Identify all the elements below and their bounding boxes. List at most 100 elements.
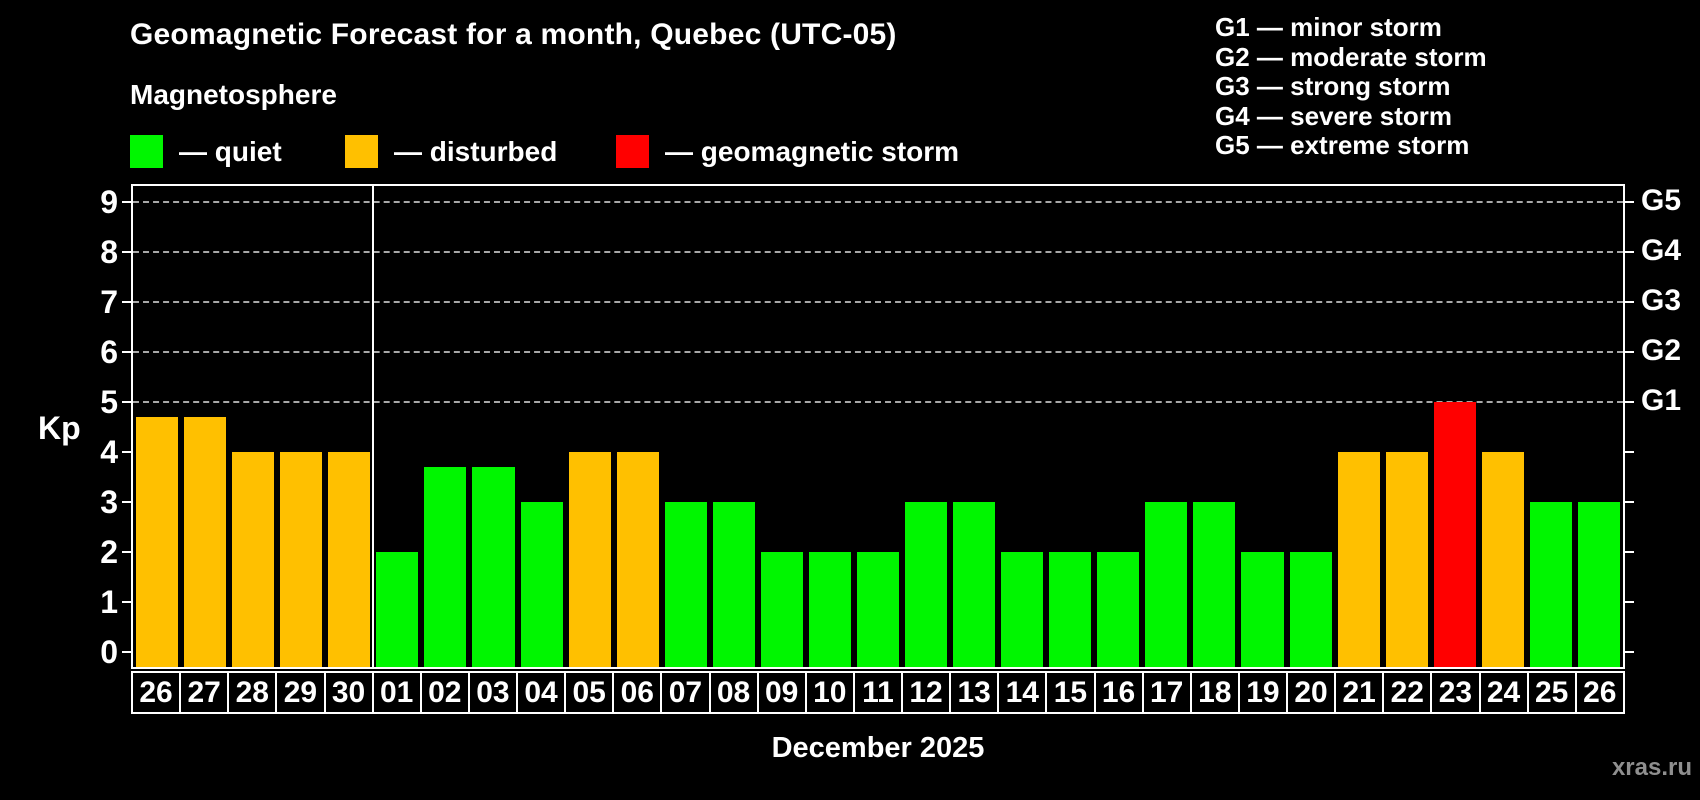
- day-label-cell: 09: [756, 671, 807, 714]
- left-axis-tick-5: [122, 401, 131, 403]
- kp-bar-day-05: [568, 452, 611, 667]
- storm-color-swatch: [616, 135, 649, 168]
- right-axis-tick-8: [1625, 251, 1634, 253]
- y-axis-tick-label-4: 4: [100, 434, 118, 470]
- legend-label-storm: — geomagnetic storm: [665, 135, 960, 167]
- y-axis-tick-label-6: 6: [100, 334, 118, 370]
- day-label-cell: 30: [323, 671, 374, 714]
- x-axis-day-row: 26 27 28 29 30 01 02 03 04 05 06 07 08 09 10 11 12 13 14 15…: [131, 671, 1625, 714]
- kp-bar-day-28: [232, 452, 275, 667]
- kp-bar-day-13: [953, 502, 996, 667]
- quiet-color-swatch: [130, 135, 163, 168]
- y-axis-tick-label-3: 3: [100, 484, 118, 520]
- right-axis-tick-0: [1625, 651, 1634, 653]
- g-scale-line-g2: G2 — moderate storm: [1215, 41, 1487, 72]
- legend-label-disturbed: — disturbed: [394, 135, 558, 167]
- day-label-cell: 08: [708, 671, 759, 714]
- right-axis-tick-5: [1625, 401, 1634, 403]
- right-axis-label-g2: G2: [1641, 334, 1682, 367]
- left-axis-tick-1: [122, 601, 131, 603]
- kp-bar-day-16: [1097, 552, 1140, 667]
- day-label-cell: 22: [1382, 671, 1433, 714]
- kp-bar-day-15: [1049, 552, 1092, 667]
- day-label-cell: 06: [612, 671, 663, 714]
- y-axis-tick-label-0: 0: [100, 634, 118, 670]
- kp-bar-day-09: [760, 552, 803, 667]
- kp-bar-day-17: [1145, 502, 1188, 667]
- watermark: xras.ru: [1611, 754, 1692, 781]
- day-label-cell: 23: [1430, 671, 1481, 714]
- y-axis-tick-label-9: 9: [100, 184, 118, 220]
- left-axis-tick-6: [122, 351, 131, 353]
- kp-bar-day-27: [184, 417, 227, 667]
- y-axis-title: Kp: [38, 410, 81, 446]
- kp-bar-day-18: [1193, 502, 1236, 667]
- day-label-cell: 11: [852, 671, 903, 714]
- g-scale-legend: G1 — minor storm G2 — moderate storm G3 …: [1215, 12, 1487, 161]
- right-axis-label-g1: G1: [1641, 384, 1682, 417]
- right-axis-label-g3: G3: [1641, 284, 1682, 317]
- y-axis-tick-label-5: 5: [100, 384, 118, 420]
- kp-bar-day-03: [472, 467, 515, 667]
- kp-bar-day-02: [424, 467, 467, 667]
- day-label-cell: 28: [227, 671, 278, 714]
- magnetosphere-label: Magnetosphere: [130, 79, 337, 110]
- day-label-cell: 19: [1237, 671, 1288, 714]
- disturbed-color-swatch: [345, 135, 378, 168]
- legend-label-quiet: — quiet: [179, 135, 282, 167]
- kp-bar-day-01: [376, 552, 419, 667]
- kp-bar-day-12: [905, 502, 948, 667]
- legend-item-storm: — geomagnetic storm: [616, 135, 959, 168]
- kp-bar-day-22: [1385, 452, 1428, 667]
- legend-item-disturbed: — disturbed: [345, 135, 557, 168]
- kp-bar-day-25: [1529, 502, 1572, 667]
- y-axis-tick-label-7: 7: [100, 284, 118, 320]
- y-axis-tick-label-1: 1: [100, 584, 118, 620]
- kp-bar-day-11: [856, 552, 900, 667]
- day-label-cell: 04: [516, 671, 567, 714]
- left-axis-tick-8: [122, 251, 131, 253]
- g-scale-line-g1: G1 — minor storm: [1215, 12, 1442, 42]
- kp-bar-day-10: [808, 552, 851, 667]
- day-label-cell: 27: [179, 671, 230, 714]
- day-label-cell: 20: [1286, 671, 1337, 714]
- left-axis-tick-4: [122, 451, 131, 453]
- month-separator-line: [372, 186, 375, 667]
- kp-bar-day-26: [1577, 502, 1620, 667]
- right-axis-tick-2: [1625, 551, 1634, 553]
- kp-bar-day-20: [1289, 552, 1332, 667]
- day-label-cell: 02: [419, 671, 470, 714]
- kp-bar-day-19: [1241, 552, 1284, 667]
- right-axis-label-g5: G5: [1641, 184, 1682, 217]
- day-label-cell: 15: [1045, 671, 1096, 714]
- gridline-kp7: [133, 301, 1623, 303]
- gridline-kp8: [133, 251, 1623, 253]
- y-axis-tick-label-8: 8: [100, 234, 118, 270]
- day-label-cell: 21: [1334, 671, 1385, 714]
- y-axis-tick-label-2: 2: [100, 534, 118, 570]
- day-label-cell: 26: [1574, 671, 1625, 714]
- right-axis-tick-3: [1625, 501, 1634, 503]
- day-label-cell: 01: [371, 671, 422, 714]
- left-axis-tick-9: [122, 201, 131, 203]
- day-label-cell: 29: [275, 671, 326, 714]
- kp-bar-day-24: [1481, 452, 1524, 667]
- day-label-cell: 17: [1141, 671, 1192, 714]
- kp-bar-day-04: [520, 502, 563, 667]
- kp-bar-day-21: [1337, 452, 1380, 667]
- gridline-kp9: [133, 201, 1623, 203]
- day-label-cell: 12: [901, 671, 952, 714]
- x-axis-month-label: December 2025: [771, 732, 985, 764]
- kp-bar-day-30: [328, 452, 371, 667]
- kp-bar-day-14: [1001, 552, 1044, 667]
- kp-bar-day-29: [280, 452, 323, 667]
- page-title: Geomagnetic Forecast for a month, Quebec…: [130, 18, 897, 51]
- kp-bar-day-06: [616, 452, 659, 667]
- right-axis-tick-4: [1625, 451, 1634, 453]
- kp-bar-day-08: [712, 502, 755, 667]
- kp-bar-day-07: [664, 502, 707, 667]
- g-scale-line-g3: G3 — strong storm: [1215, 71, 1451, 102]
- right-axis-label-g4: G4: [1641, 234, 1682, 267]
- left-axis-tick-0: [122, 651, 131, 653]
- left-axis-tick-2: [122, 551, 131, 553]
